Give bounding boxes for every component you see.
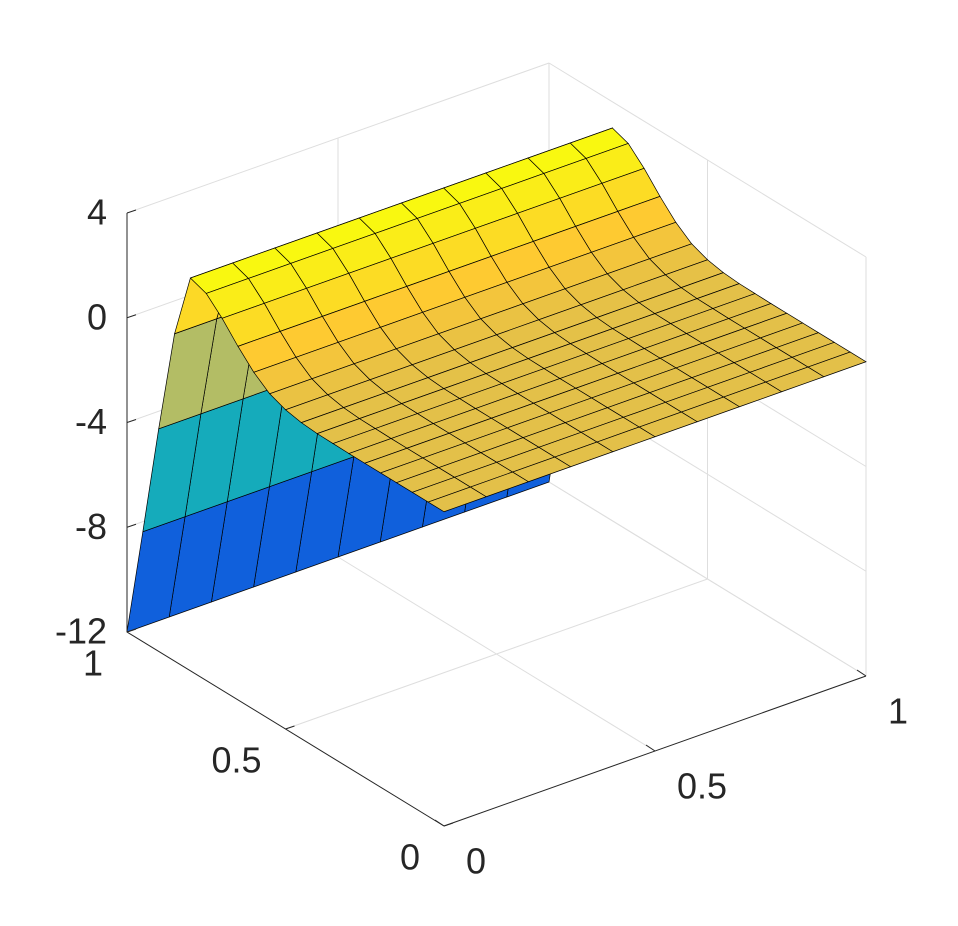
z-tick (126, 523, 137, 528)
z-tick-label: 0 (87, 296, 107, 337)
grid-line (126, 62, 550, 214)
z-tick-label: -12 (55, 611, 107, 652)
z-tick (126, 419, 137, 423)
z-tick-label: 4 (87, 192, 107, 233)
y-tick (126, 628, 137, 633)
y-tick-label: 1 (83, 643, 103, 684)
x-tick-label: 0 (466, 841, 486, 882)
y-tick (285, 725, 295, 730)
y-tick (443, 822, 454, 827)
x-tick (645, 744, 656, 752)
z-tick (126, 314, 137, 319)
x-tick (856, 669, 867, 677)
z-tick-label: -8 (75, 506, 107, 547)
grid-line (285, 578, 708, 730)
grid-line (548, 481, 867, 677)
y-tick-label: 0 (400, 837, 420, 878)
grid-line (548, 62, 867, 258)
x-tick (434, 819, 445, 827)
z-tick (126, 209, 137, 214)
surface-patch (427, 486, 488, 513)
z-tick-label: -4 (75, 401, 107, 442)
y-tick-label: 0.5 (211, 740, 261, 781)
x-tick-label: 1 (888, 691, 908, 732)
x-tick-label: 0.5 (677, 766, 727, 807)
